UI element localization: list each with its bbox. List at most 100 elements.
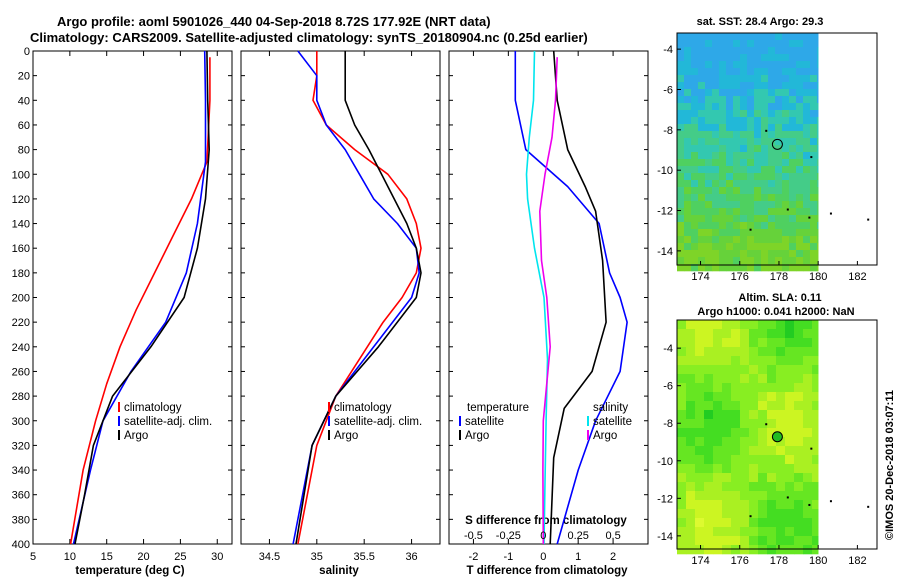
salinity-legend-title: salinity — [593, 402, 628, 414]
map-cell — [722, 392, 732, 402]
map-cell — [698, 166, 706, 174]
map-cell — [704, 347, 714, 357]
map-cell — [782, 89, 790, 97]
map-cell — [695, 347, 705, 357]
map-cell — [691, 33, 699, 41]
map-cell — [785, 446, 795, 456]
map-cell — [776, 374, 786, 384]
map-cell — [785, 509, 795, 519]
map-cell — [731, 338, 741, 348]
map-cell — [768, 250, 776, 258]
map-cell — [754, 250, 762, 258]
map-cell — [712, 250, 720, 258]
map-cell — [768, 166, 776, 174]
map-cell — [817, 103, 819, 111]
map-cell — [731, 446, 741, 456]
map-cell — [794, 356, 804, 366]
map-cell — [704, 509, 714, 519]
map-cell — [776, 392, 786, 402]
map-cell — [726, 110, 734, 118]
map-cell — [767, 509, 777, 519]
map-cell — [684, 54, 692, 62]
map-cell — [733, 40, 741, 48]
map-cell — [684, 250, 692, 258]
map-cell — [789, 152, 797, 160]
map-cell — [758, 410, 768, 420]
map-cell — [726, 222, 734, 230]
map-cell — [803, 229, 811, 237]
map-cell — [698, 110, 706, 118]
map-cell — [803, 509, 813, 519]
map-cell — [684, 187, 692, 195]
map-cell — [812, 527, 819, 537]
map-cell — [712, 117, 720, 125]
map-cell — [684, 75, 692, 83]
map-cell — [789, 82, 797, 90]
map-cell — [713, 428, 723, 438]
map-cell — [776, 491, 786, 501]
temperature-series-argo — [74, 50, 210, 545]
map-lat-label: -12 — [657, 493, 673, 505]
map-cell — [775, 54, 783, 62]
map-cell — [812, 383, 819, 393]
map-cell — [776, 401, 786, 411]
map-cell — [803, 329, 813, 339]
map-cell — [712, 47, 720, 55]
map-cell — [722, 329, 732, 339]
map-cell — [803, 338, 813, 348]
map-cell — [810, 68, 818, 76]
map-cell — [794, 491, 804, 501]
map-cell — [775, 187, 783, 195]
island-marker — [765, 423, 768, 426]
map-cell — [698, 222, 706, 230]
map-cell — [775, 138, 783, 146]
map-cell — [768, 68, 776, 76]
map-cell — [758, 437, 768, 447]
map-cell — [789, 229, 797, 237]
map-cell — [803, 473, 813, 483]
map-cell — [722, 473, 732, 483]
map-cell — [704, 482, 714, 492]
map-cell — [722, 518, 732, 528]
map-cell — [698, 61, 706, 69]
map-cell — [754, 187, 762, 195]
map-cell — [677, 222, 685, 230]
map-cell — [794, 365, 804, 375]
map-cell — [719, 187, 727, 195]
map-cell — [677, 40, 685, 48]
map-cell — [695, 536, 705, 546]
map-cell — [761, 257, 769, 265]
map-cell — [768, 215, 776, 223]
map-cell — [775, 40, 783, 48]
sst-map-image — [677, 33, 819, 272]
salinity-legend-label: climatology — [334, 402, 392, 414]
map-cell — [713, 419, 723, 429]
difference-series-t-argo — [549, 50, 607, 545]
map-cell — [761, 33, 769, 41]
map-cell — [704, 455, 714, 465]
map-cell — [794, 320, 804, 330]
map-cell — [740, 410, 750, 420]
map-cell — [691, 96, 699, 104]
map-cell — [677, 159, 685, 167]
map-cell — [740, 117, 748, 125]
copyright-label: ©IMOS 20-Dec-2018 03:07:11 — [884, 390, 896, 540]
map-cell — [713, 464, 723, 474]
map-cell — [810, 257, 818, 265]
map-cell — [731, 347, 741, 357]
map-cell — [677, 500, 687, 510]
map-cell — [754, 257, 762, 265]
map-cell — [726, 201, 734, 209]
map-cell — [754, 215, 762, 223]
map-cell — [684, 229, 692, 237]
map-cell — [789, 236, 797, 244]
map-cell — [726, 82, 734, 90]
map-cell — [812, 419, 819, 429]
map-cell — [712, 110, 720, 118]
map-cell — [812, 356, 819, 366]
map-cell — [695, 446, 705, 456]
map-cell — [686, 356, 696, 366]
map-cell — [684, 145, 692, 153]
depth-tick-label: 40 — [18, 95, 30, 107]
map-cell — [794, 464, 804, 474]
